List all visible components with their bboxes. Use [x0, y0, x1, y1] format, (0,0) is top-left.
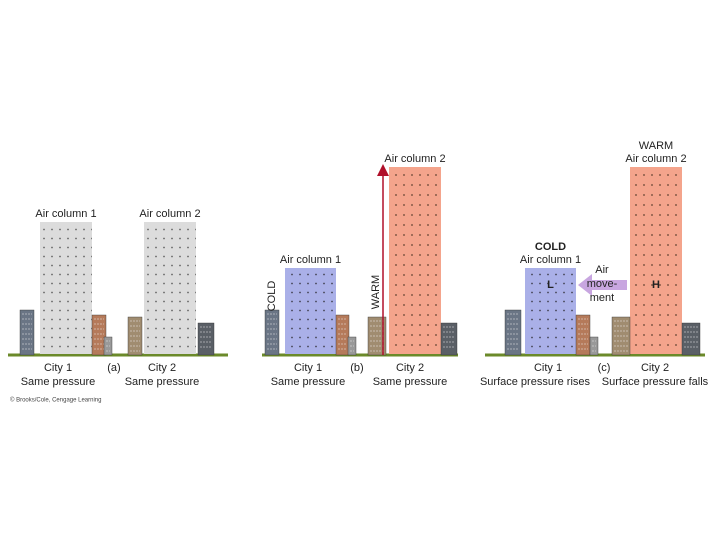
air-movement-label: move-: [587, 278, 618, 290]
building: [504, 309, 522, 356]
air-column: [144, 222, 196, 354]
temperature-label: WARM: [639, 140, 673, 152]
city-name: City 1: [534, 362, 562, 374]
column-label: Air column 2: [384, 153, 445, 165]
building: [197, 322, 215, 356]
air-movement-label: ment: [590, 292, 614, 304]
city-name: City 2: [641, 362, 669, 374]
column-label: Air column 1: [35, 208, 96, 220]
air-column: [525, 268, 576, 354]
air-movement-label: Air: [595, 264, 609, 276]
pressure-label: Surface pressure falls: [602, 376, 709, 388]
column-label: Air column 1: [520, 254, 581, 266]
labels: Air column 1 City 1 Same pressure Air colum…: [10, 140, 709, 404]
air-column: [389, 167, 441, 354]
pressure-label: Surface pressure rises: [480, 376, 591, 388]
pressure-label: Same pressure: [21, 376, 96, 388]
credit: © Brooks/Cole, Cengage Learning: [10, 397, 101, 404]
temperature-label: COLD: [266, 281, 278, 312]
panel-tag: (c): [598, 362, 611, 374]
city-name: City 2: [148, 362, 176, 374]
temperature-label: WARM: [370, 275, 382, 309]
pressure-label: Same pressure: [373, 376, 448, 388]
column-label: Air column 2: [625, 153, 686, 165]
building: [335, 314, 350, 356]
pressure-system: H: [652, 279, 660, 291]
artwork: [8, 164, 705, 357]
building: [440, 322, 458, 356]
pressure-label: Same pressure: [125, 376, 200, 388]
city-name: City 2: [396, 362, 424, 374]
air-column: [630, 167, 682, 354]
air-column: [285, 268, 336, 354]
air-column: [40, 222, 92, 354]
building: [681, 322, 701, 356]
building: [264, 309, 280, 356]
building: [575, 314, 591, 356]
city-name: City 1: [294, 362, 322, 374]
air-movement-arrow: [578, 274, 627, 296]
column-label: Air column 1: [280, 254, 341, 266]
city-name: City 1: [44, 362, 72, 374]
panel-tag: (b): [350, 362, 363, 374]
pressure-label: Same pressure: [271, 376, 346, 388]
building: [91, 314, 107, 356]
column-label: Air column 2: [139, 208, 200, 220]
panel-tag: (a): [107, 362, 120, 374]
temperature-label: COLD: [535, 241, 566, 253]
building: [19, 309, 35, 356]
pressure-system: L: [547, 279, 554, 291]
